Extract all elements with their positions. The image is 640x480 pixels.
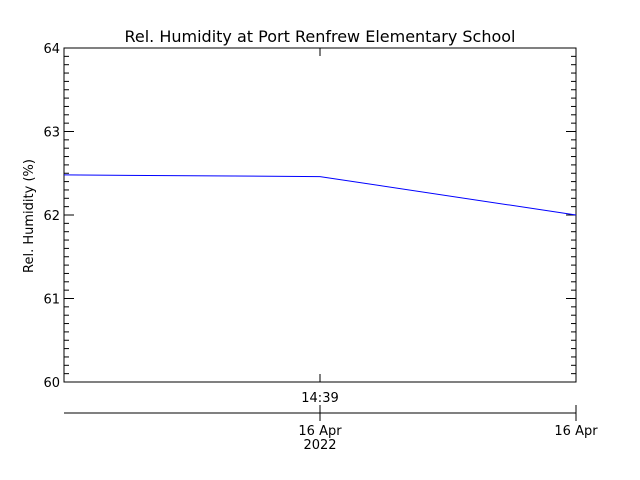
y-axis-tick-labels: 60 61 62 63 64	[43, 42, 60, 391]
date-tick-label: 16 Apr	[554, 424, 598, 439]
y-tick-label: 63	[43, 126, 60, 141]
date-tick-year: 2022	[303, 438, 336, 453]
time-tick-label: 14:39	[301, 391, 338, 406]
y-tick-label: 62	[43, 209, 60, 224]
chart-title: Rel. Humidity at Port Renfrew Elementary…	[124, 27, 515, 46]
y-tick-label: 60	[43, 376, 60, 391]
y-tick-label: 61	[43, 293, 60, 308]
y-tick-label: 64	[43, 42, 60, 57]
y-axis-label: Rel. Humidity (%)	[22, 159, 37, 273]
date-tick-label: 16 Apr	[298, 424, 342, 439]
plot-frame	[63, 47, 577, 383]
series-line	[63, 174, 577, 216]
time-axis: 14:39 16 Apr 2022 16 Apr	[64, 48, 598, 453]
y-axis-ticks	[64, 47, 576, 383]
